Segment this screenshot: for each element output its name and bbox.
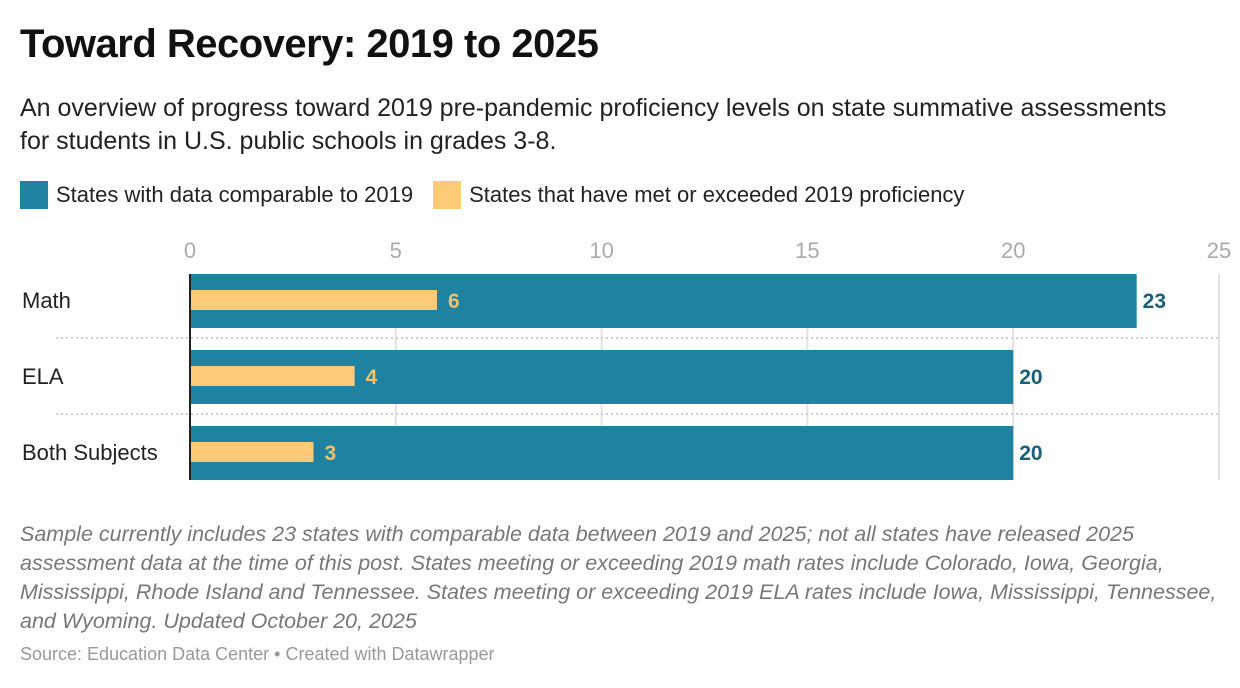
x-tick-label: 20 bbox=[1001, 238, 1025, 263]
bar-chart: 0 5 10 15 20 25 Math 23 6 ELA 20 4 Both Subjects 20 3 bbox=[22, 238, 1231, 480]
legend-label: States that have met or exceeded 2019 pr… bbox=[469, 182, 965, 207]
category-label: Math bbox=[22, 288, 71, 313]
chart-source: Source: Education Data Center • Created … bbox=[20, 644, 495, 664]
legend-swatch bbox=[20, 181, 48, 209]
legend: States with data comparable to 2019 Stat… bbox=[20, 181, 964, 209]
chart-notes: Sample currently includes 23 states with… bbox=[20, 522, 1217, 633]
category-label: ELA bbox=[22, 364, 64, 389]
legend-swatch bbox=[433, 181, 462, 209]
bar-met bbox=[190, 366, 355, 386]
bar-met bbox=[190, 290, 437, 310]
category-label: Both Subjects bbox=[22, 440, 158, 465]
value-label-comparable: 20 bbox=[1019, 366, 1042, 389]
x-tick-label: 0 bbox=[184, 238, 196, 263]
value-label-met: 4 bbox=[366, 366, 378, 389]
x-tick-label: 5 bbox=[390, 238, 402, 263]
value-label-comparable: 20 bbox=[1019, 442, 1042, 465]
value-label-comparable: 23 bbox=[1143, 290, 1166, 313]
chart-subtitle: An overview of progress toward 2019 pre-… bbox=[20, 94, 1167, 155]
chart-title: Toward Recovery: 2019 to 2025 bbox=[20, 22, 599, 66]
bar-comparable bbox=[190, 426, 1014, 480]
bar-met bbox=[190, 442, 314, 462]
legend-item-comparable: States with data comparable to 2019 bbox=[20, 181, 413, 209]
value-label-met: 6 bbox=[448, 290, 460, 313]
legend-label: States with data comparable to 2019 bbox=[56, 182, 414, 207]
legend-item-met: States that have met or exceeded 2019 pr… bbox=[433, 181, 964, 209]
x-tick-label: 25 bbox=[1207, 238, 1231, 263]
value-label-met: 3 bbox=[324, 442, 336, 465]
x-tick-label: 10 bbox=[589, 238, 613, 263]
x-tick-label: 15 bbox=[795, 238, 819, 263]
